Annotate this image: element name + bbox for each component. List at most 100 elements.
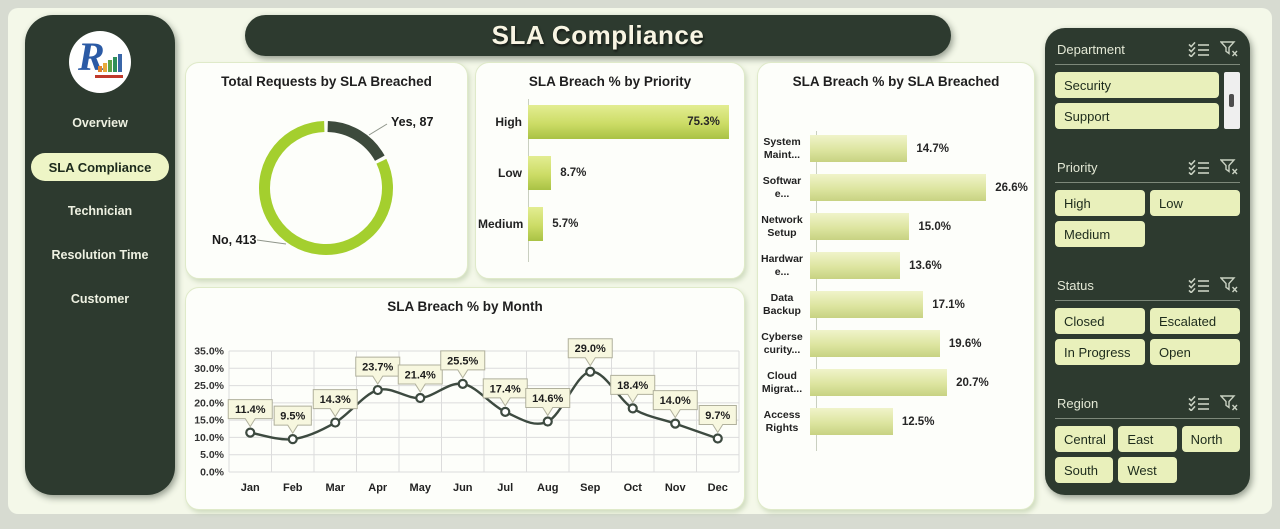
bar-access-rights[interactable] bbox=[810, 408, 893, 435]
sidebar-item-customer[interactable]: Customer bbox=[70, 292, 130, 306]
breached-bar-chart-card: SLA Breach % by SLA Breached System Main… bbox=[757, 62, 1035, 510]
data-label-callout bbox=[610, 374, 656, 404]
filter-option-escalated[interactable]: Escalated bbox=[1150, 308, 1240, 334]
filter-option-in-progress[interactable]: In Progress bbox=[1055, 339, 1145, 365]
select-all-icon[interactable] bbox=[1188, 41, 1210, 57]
data-label-callout bbox=[652, 390, 698, 419]
bar-high[interactable] bbox=[528, 105, 729, 139]
chart-title: Total Requests by SLA Breached bbox=[221, 74, 432, 89]
filter-panel: Department Security Support Priority High… bbox=[1045, 28, 1250, 495]
bar-cybersecurity[interactable] bbox=[810, 330, 940, 357]
bar-row: High 75.3% bbox=[478, 105, 736, 139]
select-all-icon[interactable] bbox=[1188, 159, 1210, 175]
data-point-oct[interactable] bbox=[627, 403, 638, 414]
filter-option-east[interactable]: East bbox=[1118, 426, 1177, 452]
x-tick-label: Jul bbox=[497, 482, 513, 494]
bar-hardware[interactable] bbox=[810, 252, 901, 279]
category-label: Network Setup bbox=[761, 213, 803, 239]
data-label: 14.0% bbox=[660, 395, 691, 407]
x-tick-label: Nov bbox=[665, 482, 687, 494]
slicer-items: Security Support bbox=[1055, 72, 1219, 129]
leader-line-no bbox=[256, 239, 287, 245]
clear-filter-icon[interactable] bbox=[1220, 395, 1238, 411]
data-label: 14.3% bbox=[320, 394, 351, 406]
category-label: Hardware... bbox=[760, 252, 803, 278]
data-label-callout bbox=[227, 399, 273, 428]
category-label: Medium bbox=[478, 216, 524, 231]
y-tick-label: 25.0% bbox=[194, 380, 224, 392]
data-label-callout bbox=[698, 404, 737, 434]
select-all-icon[interactable] bbox=[1188, 277, 1210, 293]
filter-option-central[interactable]: Central bbox=[1055, 426, 1114, 452]
data-point-may[interactable] bbox=[415, 392, 426, 404]
category-label: Software... bbox=[762, 174, 802, 200]
y-tick-label: 30.0% bbox=[194, 363, 224, 375]
bar-software[interactable] bbox=[810, 174, 987, 201]
data-label: 29.0% bbox=[575, 343, 606, 355]
data-point-sep[interactable] bbox=[585, 366, 596, 377]
clear-filter-icon[interactable] bbox=[1220, 41, 1238, 57]
donut-label-no: No, 413 bbox=[212, 233, 257, 247]
scrollbar-thumb[interactable] bbox=[1229, 94, 1234, 107]
bar-track: 26.6% bbox=[810, 174, 1028, 201]
slicer-title: Priority bbox=[1057, 159, 1098, 175]
bar-row: Hardware... 13.6% bbox=[760, 252, 1022, 279]
bar-low[interactable] bbox=[528, 156, 552, 190]
x-tick-label: Feb bbox=[283, 482, 303, 494]
donut-segment-yes[interactable] bbox=[327, 121, 385, 162]
data-label-callout bbox=[482, 378, 528, 407]
data-label: 17.4% bbox=[490, 383, 521, 395]
bar-medium[interactable] bbox=[528, 207, 544, 241]
bar-track: 75.3% bbox=[528, 105, 736, 139]
data-point-dec[interactable] bbox=[712, 433, 723, 444]
data-point-jun[interactable] bbox=[457, 378, 468, 389]
bar-network-setup[interactable] bbox=[810, 213, 910, 240]
filter-option-south[interactable]: South bbox=[1055, 457, 1114, 483]
data-label: 14.6% bbox=[532, 393, 563, 405]
filter-option-support[interactable]: Support bbox=[1055, 103, 1219, 129]
slicer-items: High Low Medium bbox=[1055, 190, 1240, 247]
value-label: 15.0% bbox=[918, 220, 951, 233]
filter-option-low[interactable]: Low bbox=[1150, 190, 1240, 216]
bar-cloud-migrat[interactable] bbox=[810, 369, 948, 396]
slicer-title: Region bbox=[1057, 395, 1099, 411]
select-all-icon[interactable] bbox=[1188, 395, 1210, 411]
filter-option-high[interactable]: High bbox=[1055, 190, 1145, 216]
filter-option-north[interactable]: North bbox=[1181, 426, 1240, 452]
clear-filter-icon[interactable] bbox=[1220, 159, 1238, 175]
value-label: 26.6% bbox=[995, 181, 1028, 194]
data-point-aug[interactable] bbox=[542, 416, 553, 427]
category-label: Cybersecurity... bbox=[761, 330, 803, 356]
clear-filter-icon[interactable] bbox=[1220, 277, 1238, 293]
data-label: 23.7% bbox=[362, 362, 393, 374]
filter-option-medium[interactable]: Medium bbox=[1055, 221, 1145, 247]
filter-option-open[interactable]: Open bbox=[1150, 339, 1240, 365]
bar-system-maint[interactable] bbox=[810, 135, 908, 162]
data-point-jul[interactable] bbox=[500, 406, 511, 417]
sidebar-item-overview[interactable]: Overview bbox=[72, 116, 128, 130]
value-label: 14.7% bbox=[916, 142, 949, 155]
sidebar-item-resolution-time[interactable]: Resolution Time bbox=[51, 248, 149, 262]
leader-line-yes bbox=[368, 123, 388, 136]
line-chart: 0.0% 5.0% 10.0% 15.0% 20.0% 25.0% 30.0% 35.0% Ja… bbox=[194, 338, 740, 494]
filter-option-west[interactable]: West bbox=[1118, 457, 1177, 483]
donut-segment-no[interactable] bbox=[259, 121, 393, 255]
data-point-mar[interactable] bbox=[330, 417, 341, 428]
filter-option-security[interactable]: Security bbox=[1055, 72, 1219, 98]
filter-option-closed[interactable]: Closed bbox=[1055, 308, 1145, 334]
bar-row: Cybersecurity... 19.6% bbox=[760, 330, 1022, 357]
bar-data-backup[interactable] bbox=[810, 291, 924, 318]
bar-track: 15.0% bbox=[810, 213, 1022, 240]
sidebar-item-sla-compliance[interactable]: SLA Compliance bbox=[31, 153, 169, 181]
y-tick-label: 20.0% bbox=[194, 397, 224, 409]
sidebar-item-technician[interactable]: Technician bbox=[67, 204, 133, 218]
data-point-apr[interactable] bbox=[372, 384, 383, 396]
slicer-scrollbar[interactable] bbox=[1224, 72, 1240, 129]
data-point-feb[interactable] bbox=[287, 434, 298, 445]
data-point-nov[interactable] bbox=[670, 418, 681, 429]
donut-chart bbox=[256, 121, 393, 255]
value-label: 13.6% bbox=[909, 259, 942, 272]
data-point-jan[interactable] bbox=[245, 427, 256, 438]
category-label: High bbox=[495, 114, 522, 129]
sidebar-nav: Overview SLA Compliance Technician Resol… bbox=[25, 109, 175, 313]
